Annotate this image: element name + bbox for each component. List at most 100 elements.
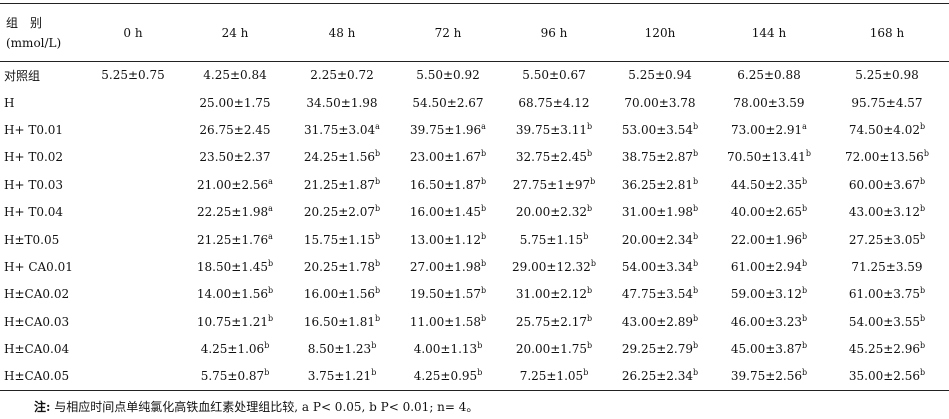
cell: 4.25±0.84: [181, 62, 289, 89]
cell-value: 26.75±2.45: [199, 122, 271, 137]
cell: 8.50±1.23b: [289, 335, 395, 362]
cell-value: 36.25±2.81: [621, 177, 693, 192]
cell: 25.00±1.75: [181, 89, 289, 116]
cell: 32.75±2.45b: [501, 144, 607, 171]
cell-value: 4.00±1.13: [413, 342, 478, 357]
cell: 38.75±2.87b: [607, 144, 713, 171]
cell: [85, 253, 181, 280]
cell-value: 39.75±3.11: [515, 122, 587, 137]
cell: 31.75±3.04a: [289, 116, 395, 143]
significance-mark: b: [268, 286, 274, 296]
cell: [85, 89, 181, 116]
row-label: H+ T0.01: [4, 122, 64, 137]
table-row: H+ T0.03 21.00±2.56a 21.25±1.87b 16.50±1.87…: [0, 171, 949, 198]
table-row: H+ CA0.01 18.50±1.45b 20.25±1.78b 27.00±1.9…: [0, 253, 949, 280]
cell: [85, 226, 181, 253]
significance-mark: b: [481, 286, 487, 296]
cell: 71.25±3.59: [825, 253, 949, 280]
cell-value: 3.75±1.21: [307, 369, 372, 384]
cell-value: 29.00±12.32: [512, 259, 591, 274]
significance-mark: b: [693, 341, 699, 351]
table-row: H+ T0.02 23.50±2.37 24.25±1.56b 23.00±1.67b…: [0, 144, 949, 171]
significance-mark: b: [268, 313, 274, 323]
cell-value: 68.75±4.12: [518, 95, 590, 110]
table-body: 对照组 5.25±0.75 4.25±0.84 2.25±0.72 5.50±0.92 5…: [0, 62, 949, 391]
cell: 20.25±2.07b: [289, 198, 395, 225]
significance-mark: b: [481, 204, 487, 214]
cell-value: 32.75±2.45: [515, 150, 587, 165]
cell-value: 59.00±3.12: [730, 287, 802, 302]
significance-mark: b: [477, 341, 483, 351]
cell: 25.75±2.17b: [501, 308, 607, 335]
cell: 73.00±2.91a: [713, 116, 825, 143]
significance-mark: a: [802, 121, 807, 131]
significance-mark: b: [477, 368, 483, 378]
group-header: 组 别 (mmol/L): [0, 3, 85, 62]
cell: 5.25±0.98: [825, 62, 949, 89]
note-label: 注:: [34, 400, 51, 414]
cell: 27.75±1±97b: [501, 171, 607, 198]
cell: 15.75±1.15b: [289, 226, 395, 253]
cell: 21.25±1.76a: [181, 226, 289, 253]
cell-value: 5.75±1.15: [519, 232, 584, 247]
significance-mark: b: [375, 286, 381, 296]
cell: 13.00±1.12b: [395, 226, 501, 253]
cell: 5.50±0.67: [501, 62, 607, 89]
significance-mark: a: [268, 204, 273, 214]
cell-value: 16.50±1.81: [303, 314, 375, 329]
cell-value: 43.00±3.12: [848, 205, 920, 220]
cell-value: 35.00±2.56: [848, 369, 920, 384]
cell-value: 38.75±2.87: [621, 150, 693, 165]
table-row: H+ T0.01 26.75±2.45 31.75±3.04a 39.75±1.96a…: [0, 116, 949, 143]
cell: 26.25±2.34b: [607, 362, 713, 391]
cell-value: 21.00±2.56: [197, 177, 269, 192]
significance-mark: b: [481, 176, 487, 186]
cell: 59.00±3.12b: [713, 281, 825, 308]
cell: 16.50±1.81b: [289, 308, 395, 335]
cell: 53.00±3.54b: [607, 116, 713, 143]
significance-mark: b: [583, 368, 589, 378]
cell: 5.75±0.87b: [181, 362, 289, 391]
cell-value: 61.00±2.94: [730, 259, 802, 274]
cell: 72.00±13.56b: [825, 144, 949, 171]
significance-mark: a: [268, 231, 273, 241]
cell-value: 46.00±3.23: [730, 314, 802, 329]
row-label: H+ T0.02: [4, 150, 64, 165]
cell: 4.25±0.95b: [395, 362, 501, 391]
significance-mark: b: [587, 341, 593, 351]
table-row: H±CA0.04 4.25±1.06b 8.50±1.23b 4.00±1.13b 20…: [0, 335, 949, 362]
significance-mark: b: [590, 258, 596, 268]
cell: 21.25±1.87b: [289, 171, 395, 198]
significance-mark: b: [375, 313, 381, 323]
cell: 11.00±1.58b: [395, 308, 501, 335]
cell-value: 26.25±2.34: [621, 369, 693, 384]
row-label: H+ T0.04: [4, 205, 64, 220]
cell: [85, 281, 181, 308]
significance-mark: b: [802, 204, 808, 214]
cell: 39.75±2.56b: [713, 362, 825, 391]
column-header: 24 h: [181, 3, 289, 62]
significance-mark: b: [481, 258, 487, 268]
cell: [85, 198, 181, 225]
significance-mark: b: [587, 313, 593, 323]
cell: 54.00±3.34b: [607, 253, 713, 280]
table-row: H±CA0.02 14.00±1.56b 16.00±1.56b 19.50±1.57…: [0, 281, 949, 308]
significance-mark: b: [264, 341, 270, 351]
cell-value: 23.50±2.37: [199, 150, 271, 165]
cell-value: 53.00±3.54: [621, 122, 693, 137]
significance-mark: b: [802, 368, 808, 378]
significance-mark: b: [920, 341, 926, 351]
cell: 20.25±1.78b: [289, 253, 395, 280]
cell: 10.75±1.21b: [181, 308, 289, 335]
cell-value: 73.00±2.91: [731, 122, 803, 137]
cell-value: 45.25±2.96: [848, 342, 920, 357]
cell-value: 5.75±0.87: [200, 369, 265, 384]
column-header: 0 h: [85, 3, 181, 62]
cell: 20.00±2.32b: [501, 198, 607, 225]
row-label: H±T0.05: [4, 232, 60, 247]
cell-value: 78.00±3.59: [733, 95, 805, 110]
cell: 44.50±2.35b: [713, 171, 825, 198]
significance-mark: a: [481, 121, 486, 131]
cell-value: 27.00±1.98: [409, 259, 481, 274]
row-label: H: [4, 95, 15, 110]
